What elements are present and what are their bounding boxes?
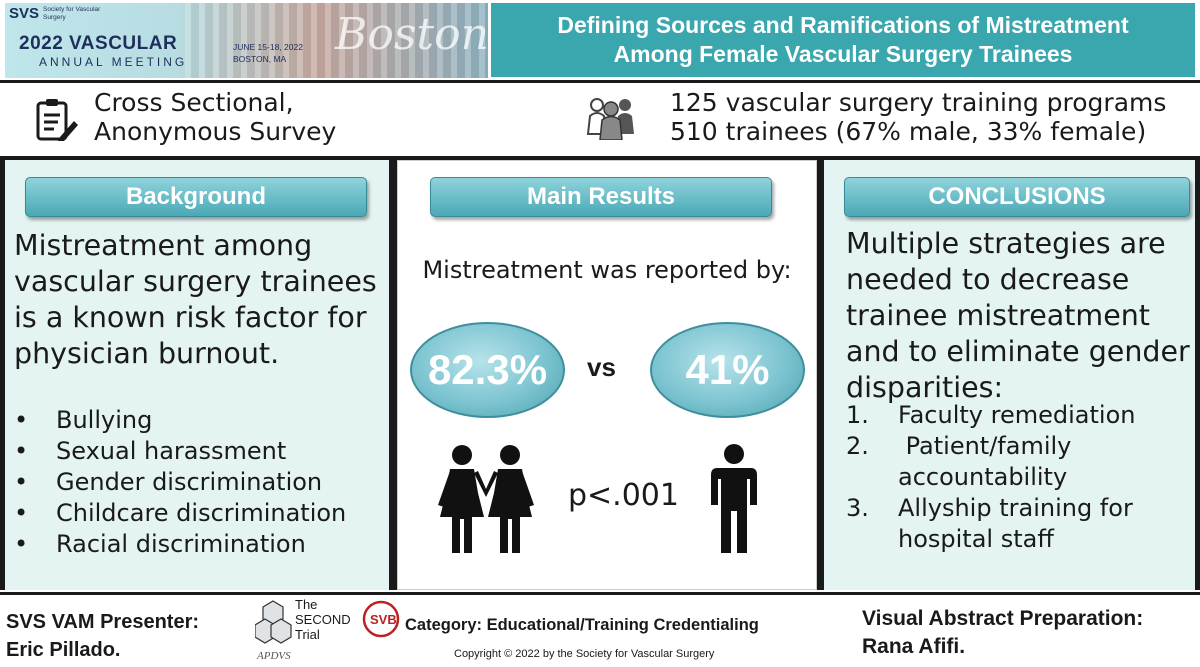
list-item: • Sexual harassment bbox=[14, 436, 384, 467]
vs-label: vs bbox=[587, 352, 616, 382]
prep-name: Rana Afifi. bbox=[862, 635, 966, 658]
list-item-label: Sexual harassment bbox=[56, 437, 287, 465]
strategies-list: 1. Faculty remediation 2. Patient/family … bbox=[846, 400, 1191, 555]
p-value: p<.001 bbox=[568, 478, 679, 513]
divider bbox=[0, 156, 1200, 160]
list-item: • Bullying bbox=[14, 405, 384, 436]
bullet: • bbox=[14, 499, 29, 527]
bullet: • bbox=[14, 468, 29, 496]
list-item-label: Allyship training for hospital staff bbox=[898, 494, 1133, 553]
apdvs-logo: APDVS bbox=[256, 650, 291, 662]
presenter-label: SVS VAM Presenter: bbox=[6, 611, 200, 633]
list-item: • Childcare discrimination bbox=[14, 498, 384, 529]
study-design-line-2: Anonymous Survey bbox=[94, 117, 337, 146]
man-icon bbox=[711, 444, 757, 553]
women-icon bbox=[438, 445, 534, 553]
list-item-label: Racial discrimination bbox=[56, 530, 306, 558]
svb-logo-text: SVB bbox=[370, 612, 397, 627]
bullet: • bbox=[14, 437, 29, 465]
list-number: 1. bbox=[846, 401, 869, 429]
meeting-date-location: JUNE 15-18, 2022 BOSTON, MA bbox=[233, 41, 303, 65]
study-population: 125 vascular surgery training programs 5… bbox=[670, 88, 1166, 146]
bullet: • bbox=[14, 530, 29, 558]
male-rate-badge: 41% bbox=[650, 322, 805, 418]
header: SVS Society for Vascular Surgery 2022 VA… bbox=[0, 0, 1200, 80]
mistreatment-types-list: • Bullying • Sexual harassment • Gender dis… bbox=[14, 405, 384, 560]
second-trial-text: The SECOND Trial bbox=[295, 597, 351, 642]
title-line-1: Defining Sources and Ramifications of Mi… bbox=[557, 12, 1129, 38]
study-design: Cross Sectional, Anonymous Survey bbox=[94, 88, 336, 146]
title-line-2: Among Female Vascular Surgery Trainees bbox=[613, 41, 1073, 67]
programs-count: 125 vascular surgery training programs bbox=[670, 88, 1167, 117]
presenter-credit: SVS VAM Presenter: Eric Pillado. bbox=[6, 608, 199, 664]
trainees-count: 510 trainees (67% male, 33% female) bbox=[670, 117, 1147, 146]
list-item: 1. Faculty remediation bbox=[846, 400, 1191, 431]
female-rate-badge: 82.3% bbox=[410, 322, 565, 418]
background-heading: Background bbox=[25, 177, 367, 217]
list-number: 2. bbox=[846, 432, 869, 460]
list-item: • Gender discrimination bbox=[14, 467, 384, 498]
list-item-label: Faculty remediation bbox=[898, 401, 1136, 429]
clipboard-icon bbox=[36, 99, 78, 141]
logo-line-2: SECOND bbox=[295, 612, 351, 627]
meeting-banner: SVS Society for Vascular Surgery 2022 VA… bbox=[5, 3, 488, 78]
results-label: Mistreatment was reported by: bbox=[422, 256, 792, 284]
presenter-name: Eric Pillado. bbox=[6, 639, 121, 661]
list-item-label: Patient/family accountability bbox=[898, 432, 1080, 491]
logo-line-1: The bbox=[295, 597, 318, 612]
meeting-dates: JUNE 15-18, 2022 bbox=[233, 42, 303, 52]
divider bbox=[0, 80, 1200, 83]
boston-script: Boston bbox=[335, 9, 488, 60]
list-item-label: Childcare discrimination bbox=[56, 499, 347, 527]
svs-logo: SVS bbox=[9, 5, 40, 22]
second-trial-logo: APDVS SVB bbox=[255, 600, 400, 662]
category-label: Category: Educational/Training Credentia… bbox=[405, 616, 759, 634]
preparation-credit: Visual Abstract Preparation: Rana Afifi. bbox=[862, 605, 1143, 661]
list-item-label: Bullying bbox=[56, 406, 153, 434]
copyright: Copyright © 2022 by the Society for Vasc… bbox=[454, 648, 715, 660]
abstract-title: Defining Sources and Ramifications of Mi… bbox=[491, 3, 1195, 77]
meeting-title: 2022 VASCULAR bbox=[19, 33, 178, 54]
list-number: 3. bbox=[846, 494, 869, 522]
meeting-subtitle: ANNUAL MEETING bbox=[39, 55, 188, 69]
meeting-location: BOSTON, MA bbox=[233, 54, 287, 64]
conclusions-panel bbox=[824, 160, 1195, 590]
prep-label: Visual Abstract Preparation: bbox=[862, 607, 1144, 630]
skyline-decoration bbox=[185, 3, 488, 78]
bullet: • bbox=[14, 406, 29, 434]
list-item: • Racial discrimination bbox=[14, 529, 384, 560]
conclusions-text: Multiple strategies are needed to decrea… bbox=[846, 227, 1190, 404]
logo-line-3: Trial bbox=[295, 627, 320, 642]
svb-logo bbox=[362, 600, 400, 638]
conclusions-heading: CONCLUSIONS bbox=[844, 177, 1190, 217]
results-heading: Main Results bbox=[430, 177, 772, 217]
footer bbox=[0, 592, 1200, 667]
background-text: Mistreatment among vascular surgery trai… bbox=[14, 229, 377, 370]
background-panel bbox=[5, 160, 389, 590]
svs-logo-subtitle: Society for Vascular Surgery bbox=[43, 6, 101, 21]
study-design-line-1: Cross Sectional, bbox=[94, 88, 294, 117]
list-item-label: Gender discrimination bbox=[56, 468, 323, 496]
people-group-icon bbox=[586, 98, 634, 140]
list-item: 2. Patient/family accountability bbox=[846, 431, 1191, 493]
list-item: 3. Allyship training for hospital staff bbox=[846, 493, 1191, 555]
